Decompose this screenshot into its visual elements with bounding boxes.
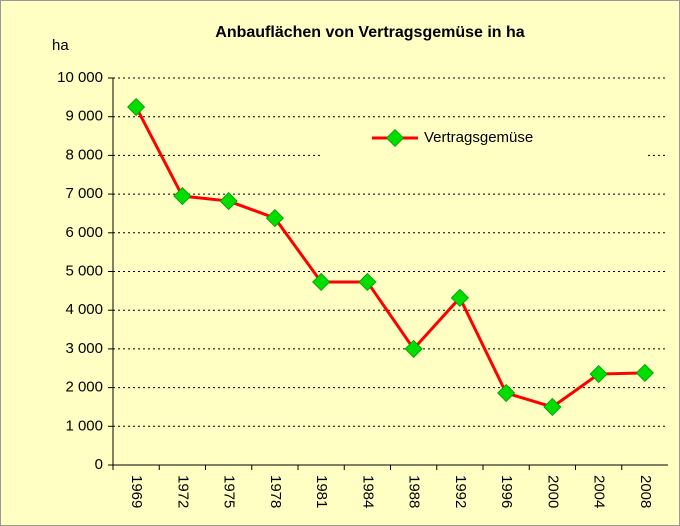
data-point: [635, 363, 654, 382]
data-point: [312, 272, 331, 291]
x-tick-label: 1992: [452, 475, 469, 508]
y-tick-label: 3 000: [65, 340, 103, 357]
y-tick-label: 0: [95, 456, 103, 473]
x-tick-label: 2004: [591, 475, 608, 508]
data-point: [543, 397, 562, 417]
y-tick-label: 9 000: [65, 108, 103, 125]
y-tick-label: 5 000: [65, 262, 103, 279]
data-point: [497, 383, 516, 403]
x-tick-label: 2000: [544, 475, 561, 508]
legend-marker: [385, 128, 405, 148]
data-point: [265, 209, 284, 228]
y-tick-label: 1 000: [65, 417, 103, 434]
x-tick-label: 1969: [128, 475, 145, 508]
x-tick-label: 1975: [221, 475, 238, 508]
y-tick-label: 10 000: [57, 69, 103, 86]
data-point: [404, 339, 423, 358]
x-tick-label: 1981: [313, 475, 330, 508]
y-tick-label: 8 000: [65, 146, 103, 163]
y-tick-label: 6 000: [65, 224, 103, 241]
x-tick-label: 1984: [359, 475, 376, 508]
data-point: [219, 192, 238, 211]
legend-label: Vertragsgemüse: [424, 129, 533, 146]
y-tick-label: 2 000: [65, 379, 103, 396]
data-point: [358, 272, 377, 291]
x-tick-label: 1978: [267, 475, 284, 508]
x-tick-label: 1972: [174, 475, 191, 508]
data-point: [450, 288, 469, 307]
data-point: [173, 186, 192, 206]
x-tick-label: 2008: [637, 475, 654, 508]
y-tick-label: 4 000: [65, 301, 103, 318]
y-tick-label: 7 000: [65, 185, 103, 202]
data-point: [127, 97, 146, 117]
chart-title: Anbauflächen von Vertragsgemüse in ha: [215, 24, 525, 41]
data-point: [589, 365, 608, 384]
y-axis-label: ha: [52, 37, 69, 54]
x-tick-label: 1988: [406, 475, 423, 508]
x-tick-label: 1996: [498, 475, 515, 508]
